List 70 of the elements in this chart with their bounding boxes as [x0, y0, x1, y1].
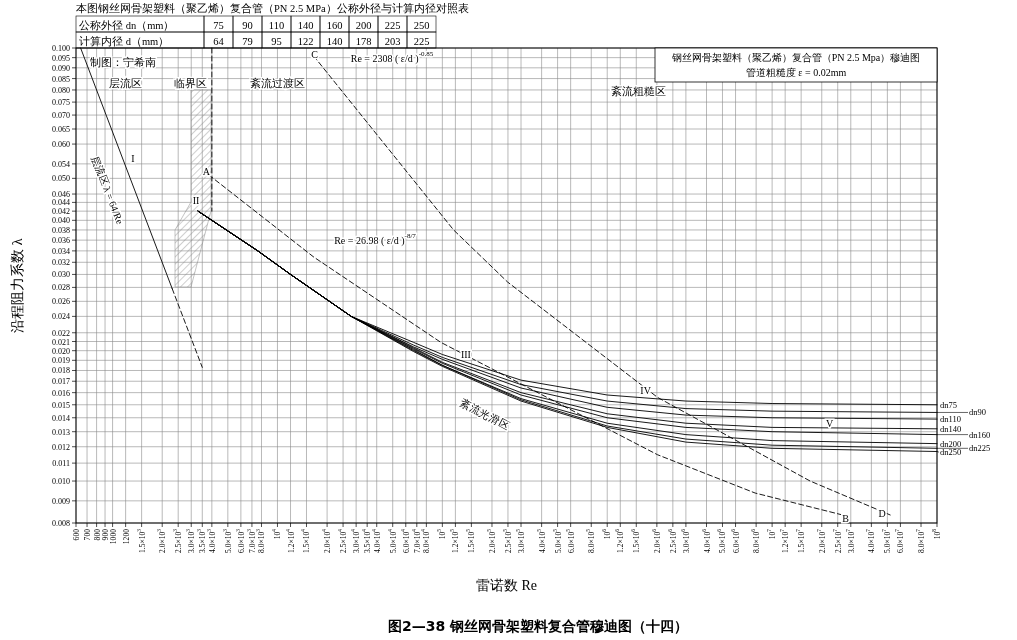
y-tick-label: 0.026 [52, 296, 70, 306]
annotation: 紊流过渡区 [249, 76, 305, 89]
annotation: III [460, 348, 471, 360]
annotation: 紊流粗糙区 [610, 84, 666, 97]
y-axis-title: 沿程阻力系数 λ [10, 238, 25, 333]
table: 本图钢丝网骨架塑料（聚乙烯）复合管（PN 2.5 MPa）公称外径与计算内径对照表 公称外径 dn（mm） 75 90 110 140 160 200 225 250 计算内径 d（mm） 64 79 95 122 140 178 203 225 [75, 3, 469, 49]
y-tick-label: 0.013 [52, 427, 70, 437]
y-tick-label: 0.040 [52, 215, 70, 225]
annotation: IV [640, 384, 652, 396]
annotation: II [192, 194, 200, 206]
annotation: 临界区 [173, 77, 207, 89]
y-tick-label: 0.042 [52, 206, 70, 216]
y-tick-label: 0.080 [52, 85, 70, 95]
y-tick-label: 0.012 [52, 442, 70, 452]
legend-label: dn160 [969, 429, 991, 440]
annotation: C [311, 48, 319, 60]
series-label: dn110 [940, 414, 961, 425]
y-tick-label: 0.090 [52, 63, 70, 73]
y-tick-label: 0.011 [52, 458, 70, 468]
annotation: V [825, 417, 834, 429]
title-box: 钢丝网骨架塑料（聚乙烯）复合管（PN 2.5 Mpa）穆迪图 管道粗糙度 ε = 0.02mm [654, 47, 938, 83]
legend-label: dn90 [969, 407, 986, 418]
y-tick-label: 0.016 [52, 388, 70, 398]
y-tick-label: 0.044 [52, 197, 70, 207]
y-tick-label: 0.038 [52, 225, 70, 235]
y-tick-label: 0.050 [52, 173, 70, 183]
y-tick-label: 0.095 [52, 53, 70, 63]
y-tick-label: 0.075 [52, 97, 70, 107]
y-tick-label: 0.032 [52, 257, 70, 267]
y-tick-label: 0.070 [52, 110, 70, 120]
y-tick-label: 0.024 [52, 311, 70, 321]
caption: 图2—38 钢丝网骨架塑料复合管穆迪图（十四） [387, 618, 689, 634]
chart-title: 钢丝网骨架塑料（聚乙烯）复合管（PN 2.5 Mpa）穆迪图 [670, 52, 921, 63]
legend-label: dn225 [969, 443, 991, 454]
y-tick-label: 0.010 [52, 476, 70, 486]
y-tick-label: 0.065 [52, 124, 70, 134]
y-tick-label: 0.018 [52, 365, 70, 375]
y-tick-label: 0.054 [52, 159, 70, 169]
y-tick-label: 0.036 [52, 235, 70, 245]
annotation: 层流区 λ = 64/Re [89, 154, 127, 227]
annotation: 层流区 [108, 76, 142, 89]
y-tick-label: 0.060 [52, 139, 70, 149]
annotation: A [202, 165, 211, 177]
y-tick-label: 0.100 [52, 43, 70, 53]
y-tick-label: 0.015 [52, 400, 70, 410]
series-label: dn250 [940, 447, 962, 458]
y-tick-label: 0.046 [52, 189, 70, 199]
y-tick-label: 0.009 [52, 496, 70, 506]
x-axis-title: 雷诺数 Re [475, 578, 538, 593]
series-label: dn140 [940, 423, 962, 434]
y-tick-label: 0.020 [52, 346, 70, 356]
series-label: dn75 [940, 399, 957, 410]
annotation: B [842, 512, 850, 524]
y-tick-label: 0.085 [52, 74, 70, 84]
y-tick-label: 0.028 [52, 282, 70, 292]
annotation: Re = 26.98 ( ε/d )$^{-8/7}$ [334, 232, 417, 247]
annotation: 制图：宁希南 [90, 55, 156, 68]
annotation: 紊流光滑区 [458, 395, 513, 432]
y-tick-label: 0.034 [52, 246, 70, 256]
annotation: Re = 2308 ( ε/d )$^{-0.85}$ [350, 50, 434, 65]
y-tick-label: 0.030 [52, 269, 70, 279]
series-label: dn200 [940, 438, 962, 449]
y-tick-label: 0.014 [52, 413, 70, 423]
y-tick-label: 0.008 [52, 518, 70, 528]
annotation: D [878, 507, 886, 519]
annotation: I [131, 152, 135, 164]
y-tick-label: 0.017 [52, 376, 70, 386]
y-tick-label: 0.019 [52, 355, 70, 365]
y-tick-label: 0.021 [52, 337, 70, 346]
y-tick-label: 0.022 [52, 328, 70, 338]
